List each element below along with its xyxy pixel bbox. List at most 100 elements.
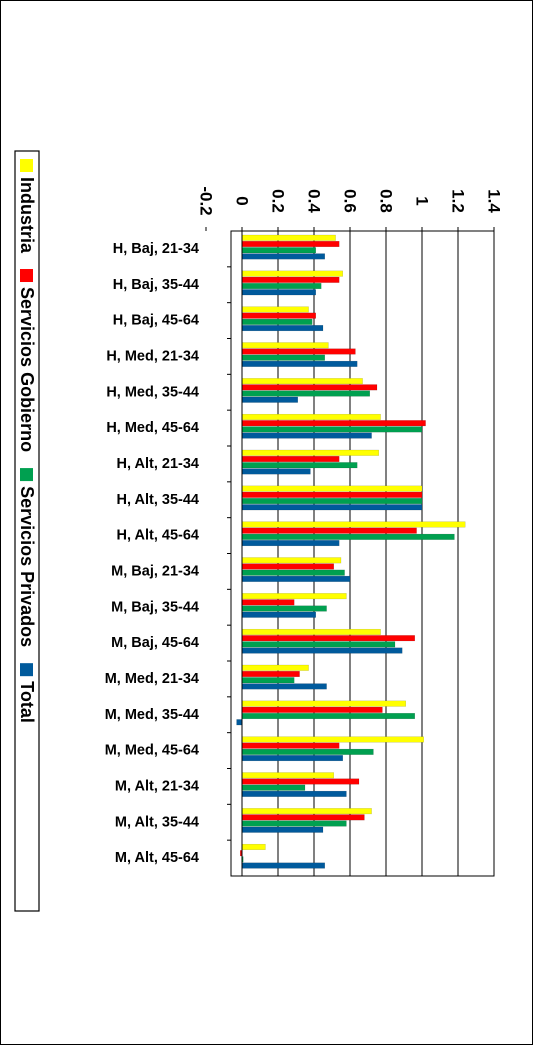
bar-total: [241, 504, 423, 511]
bar-servicios-gobierno: [241, 635, 416, 642]
legend-swatch-servicios-gobierno: [20, 269, 33, 283]
bar-servicios-privados: [241, 283, 322, 290]
bar-servicios-gobierno: [241, 563, 335, 570]
bar-servicios-privados: [241, 354, 326, 361]
category-label: H, Baj, 45-64: [113, 313, 199, 329]
bar-industria: [241, 449, 380, 456]
value-tick-label: -0.2: [197, 186, 216, 215]
category-label: H, Alt, 45-64: [117, 528, 199, 544]
legend-swatch-industria: [20, 159, 33, 172]
category-label: H, Alt, 21-34: [117, 456, 199, 472]
bar-servicios-privados: [241, 498, 423, 505]
bar-total: [241, 289, 317, 296]
bar-industria: [241, 700, 407, 707]
category-label: M, Alt, 45-64: [115, 850, 199, 866]
bar-industria: [241, 234, 336, 241]
bar-total: [241, 683, 327, 690]
category-label: M, Med, 35-44: [105, 707, 199, 723]
bar-total: [236, 719, 243, 726]
gridlines: [277, 231, 459, 876]
bar-servicios-gobierno: [241, 527, 417, 534]
legend-items: Industria Servicios Gobierno Servicios Pri…: [17, 159, 37, 723]
value-tick-label: 1.2: [449, 189, 468, 213]
bar-total: [241, 790, 347, 797]
bar-servicios-privados: [241, 247, 317, 254]
bar-servicios-gobierno: [241, 742, 340, 749]
bar-industria: [241, 521, 466, 528]
legend: Industria Servicios Gobierno Servicios Pri…: [14, 150, 40, 912]
bar-total: [241, 432, 372, 439]
value-tick-label: 0: [233, 196, 252, 205]
bar-servicios-gobierno: [241, 778, 360, 785]
bar-servicios-gobierno: [241, 312, 317, 319]
bar-industria: [241, 270, 344, 277]
bar-total: [241, 253, 326, 260]
bar-servicios-gobierno: [241, 276, 340, 283]
bar-total: [241, 611, 317, 618]
bar-servicios-privados: [241, 641, 396, 648]
bar-industria: [241, 664, 309, 671]
bar-servicios-privados: [241, 569, 345, 576]
bar-industria: [241, 808, 372, 815]
category-label: M, Baj, 35-44: [111, 599, 199, 615]
bar-servicios-privados: [241, 318, 313, 325]
legend-label-industria: Industria: [17, 177, 37, 254]
bar-servicios-gobierno: [241, 456, 340, 463]
bar-industria: [241, 485, 423, 492]
bar-servicios-gobierno: [241, 348, 356, 355]
bar-servicios-gobierno: [241, 240, 340, 247]
bar-total: [241, 396, 298, 403]
bar-servicios-gobierno: [241, 384, 378, 391]
bar-total: [241, 826, 324, 833]
bar-total: [241, 575, 351, 582]
bar-servicios-gobierno: [241, 814, 365, 821]
category-label: M, Baj, 45-64: [111, 635, 199, 651]
bar-servicios-privados: [241, 426, 423, 433]
bar-industria: [241, 378, 363, 385]
category-label: M, Alt, 35-44: [115, 814, 199, 830]
bar-servicios-privados: [241, 462, 358, 469]
bar-total: [241, 540, 340, 547]
category-label: M, Med, 21-34: [105, 671, 199, 687]
bar-industria: [241, 306, 309, 313]
value-tick-label: 0.2: [269, 189, 288, 213]
bar-industria: [241, 772, 335, 779]
legend-label-servicios-gobierno: Servicios Gobierno: [17, 287, 37, 452]
bar-servicios-privados: [241, 533, 455, 540]
plot-area: [230, 230, 495, 877]
value-tick-label: 0.8: [377, 189, 396, 213]
bar-industria: [241, 342, 329, 349]
bar-servicios-privados: [241, 713, 416, 720]
legend-swatch-total: [20, 663, 33, 677]
value-tick-label: 1.4: [485, 189, 504, 213]
bar-total: [241, 755, 344, 762]
bar-industria: [241, 736, 425, 743]
category-label: M, Alt, 21-34: [115, 778, 199, 794]
category-label: M, Med, 45-64: [105, 743, 199, 759]
bar-industria: [241, 593, 347, 600]
legend-swatch-servicios-privados: [20, 468, 33, 482]
value-tick-label: 0.4: [305, 189, 324, 213]
category-label: H, Baj, 21-34: [113, 241, 199, 257]
bar-servicios-gobierno: [241, 491, 423, 498]
bar-total: [241, 468, 311, 475]
bar-servicios-gobierno: [241, 599, 295, 606]
value-tick-label: 0.6: [341, 189, 360, 213]
category-label: M, Baj, 21-34: [111, 563, 199, 579]
category-label: H, Med, 35-44: [106, 384, 199, 400]
bar-industria: [241, 557, 342, 564]
bar-servicios-gobierno: [241, 420, 426, 427]
bar-servicios-privados: [241, 390, 371, 397]
category-label: H, Alt, 35-44: [117, 492, 199, 508]
legend-label-servicios-privados: Servicios Privados: [17, 486, 37, 647]
bar-industria: [241, 413, 381, 420]
value-axis-ticks: -0.2 0 0.2 0.4 0.6 0.8 1 1.2 1.4: [197, 186, 504, 231]
bar-servicios-privados: [241, 677, 295, 684]
value-tick-label: 1: [413, 196, 432, 205]
bar-servicios-privados: [241, 748, 374, 755]
category-label: H, Baj, 35-44: [113, 277, 199, 293]
bar-total: [241, 325, 324, 332]
bar-servicios-privados: [241, 784, 306, 791]
category-label: H, Med, 21-34: [106, 348, 199, 364]
